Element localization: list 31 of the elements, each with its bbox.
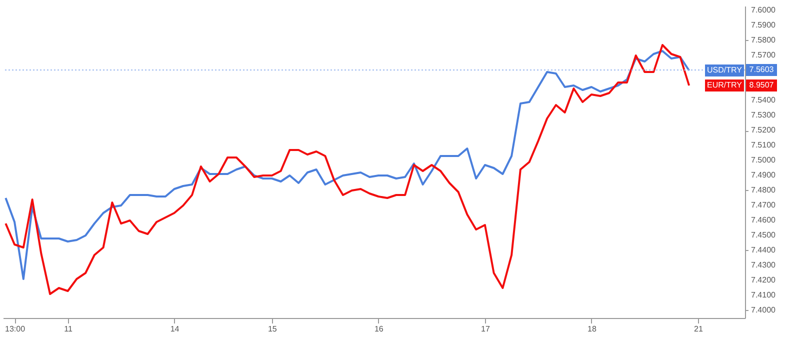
ref-line-label: 7.5603 bbox=[749, 65, 774, 74]
x-tick-label: 13:00 bbox=[5, 324, 26, 334]
y-tick-label: 7.4800 bbox=[751, 186, 776, 194]
y-tick-label: 7.5100 bbox=[751, 140, 776, 150]
y-tick-label: 7.5400 bbox=[751, 96, 776, 104]
y-tick-label: 7.5000 bbox=[751, 156, 776, 164]
y-tick-label: 7.4700 bbox=[751, 200, 776, 210]
x-tick-label: 15 bbox=[268, 324, 278, 334]
y-tick-label: 7.5200 bbox=[751, 126, 776, 134]
x-tick-label: 17 bbox=[480, 324, 490, 334]
legend-label: USD/TRY bbox=[707, 66, 743, 74]
x-tick-label: 14 bbox=[170, 324, 180, 334]
y-tick-label: 7.5800 bbox=[751, 36, 776, 44]
x-tick-label: 11 bbox=[64, 324, 73, 334]
y-tick-label: 7.4600 bbox=[751, 216, 776, 224]
y-tick-label: 7.5700 bbox=[751, 50, 776, 60]
text: 8.9507 bbox=[749, 80, 774, 90]
y-tick-label: 7.4900 bbox=[751, 170, 776, 180]
x-tick-label: 21 bbox=[694, 324, 704, 334]
y-tick-label: 7.5900 bbox=[751, 20, 776, 30]
y-tick-label: 7.4000 bbox=[751, 306, 776, 314]
y-tick-label: 7.6000 bbox=[751, 6, 776, 14]
y-tick-label: 7.4300 bbox=[751, 260, 776, 270]
y-tick-label: 7.5300 bbox=[751, 110, 776, 120]
y-tick-label: 7.4500 bbox=[751, 230, 776, 240]
y-tick-label: 7.4400 bbox=[751, 246, 776, 254]
y-tick-label: 7.4100 bbox=[751, 290, 776, 300]
x-tick-label: 16 bbox=[374, 324, 384, 334]
x-tick-label: 18 bbox=[588, 324, 597, 334]
y-tick-label: 7.4200 bbox=[751, 276, 776, 284]
legend-label: EUR/TRY bbox=[707, 80, 743, 90]
